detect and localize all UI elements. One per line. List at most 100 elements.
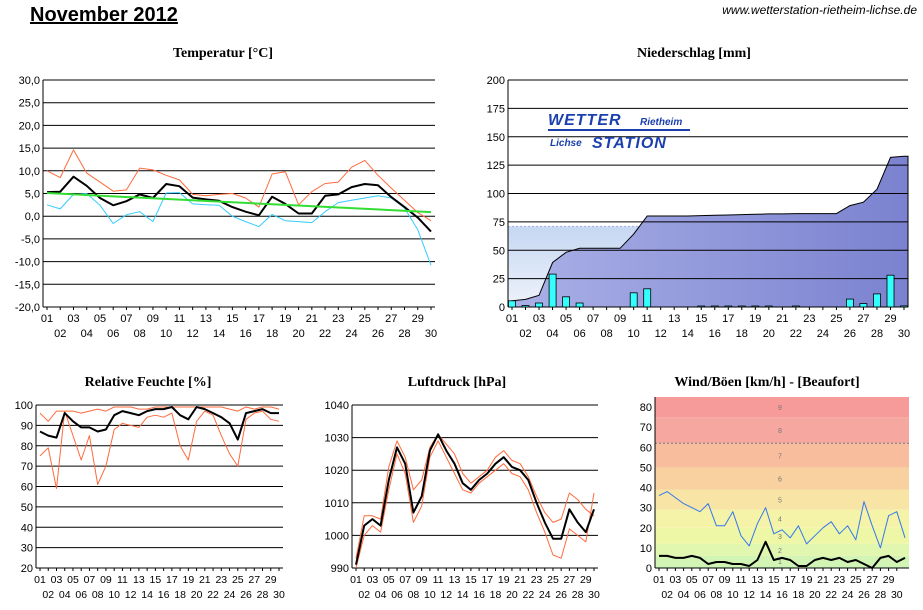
logo-word-station: STATION: [592, 135, 667, 152]
humidity-x-tick-label: 24: [224, 589, 236, 601]
page-title: November 2012: [30, 4, 178, 26]
precipitation-daily-bar: [886, 274, 895, 308]
pressure-x-tick-label: 18: [490, 589, 502, 601]
logo-place-1: Rietheim: [640, 117, 682, 128]
precipitation-y-tick-label: 200: [487, 75, 505, 87]
humidity-x-tick-label: 12: [125, 589, 137, 601]
wind-x-tick-label: 30: [891, 589, 903, 601]
pressure-min-line: [355, 440, 595, 569]
precipitation-daily-bar: [737, 305, 746, 308]
pressure-chart-title: Luftdruck [hPa]: [408, 375, 506, 390]
precipitation-x-tick-label: 23: [803, 313, 815, 325]
precipitation-x-tick-label: 17: [722, 313, 734, 325]
pressure-x-tick-label: 06: [391, 589, 403, 601]
pressure-x-tick-label: 26: [555, 589, 567, 601]
temperature-y-tick-label: -20,0: [15, 302, 40, 314]
humidity-x-tick-label: 06: [75, 589, 87, 601]
humidity-y-tick-label: 20: [21, 563, 33, 575]
wind-beaufort-band: [655, 509, 909, 528]
wind-speed-line: [659, 540, 906, 569]
precipitation-x-tick-label: 16: [709, 328, 721, 340]
pressure-x-tick-label: 01: [350, 574, 362, 586]
temperature-x-tick-label: 17: [253, 313, 265, 325]
pressure-x-tick-label: 29: [580, 574, 592, 586]
wind-beaufort-band: [655, 565, 909, 568]
pressure-y-tick-label: 1010: [325, 498, 349, 510]
pressure-x-tick-label: 14: [457, 589, 469, 601]
temperature-y-tick-label: -15,0: [15, 279, 40, 291]
temperature-trend-line: [46, 192, 432, 214]
pressure-x-tick-label: 07: [399, 574, 411, 586]
pressure-y-tick-label: 990: [331, 563, 349, 575]
humidity-y-tick-label: 60: [21, 482, 33, 494]
humidity-max-line: [39, 406, 280, 422]
wind-x-tick-label: 19: [801, 574, 813, 586]
pressure-y-tick-label: 1030: [325, 433, 349, 445]
humidity-x-tick-label: 16: [158, 589, 170, 601]
humidity-x-tick-label: 15: [150, 574, 162, 586]
pressure-x-tick-label: 30: [588, 589, 600, 601]
humidity-chart-title: Relative Feuchte [%]: [85, 375, 212, 390]
temperature-x-tick-label: 10: [160, 328, 172, 340]
humidity-x-tick-label: 26: [240, 589, 252, 601]
temperature-x-tick-label: 11: [174, 313, 185, 325]
humidity-x-tick-label: 30: [273, 589, 285, 601]
wind-y-tick-label: 70: [640, 422, 652, 434]
wind-x-tick-label: 24: [842, 589, 854, 601]
precipitation-x-tick-label: 02: [519, 328, 531, 340]
precipitation-daily-bar: [873, 293, 881, 308]
temperature-y-tick-label: 15,0: [19, 143, 40, 155]
wind-beaufort-band: [655, 397, 909, 418]
humidity-x-tick-label: 25: [232, 574, 244, 586]
temperature-x-tick-label: 02: [54, 328, 66, 340]
precipitation-y-tick-label: 75: [493, 217, 505, 229]
wind-x-tick-label: 12: [743, 589, 755, 601]
wind-y-tick-label: 40: [640, 483, 652, 495]
precipitation-x-tick-label: 26: [844, 328, 856, 340]
humidity-x-tick-label: 23: [215, 574, 227, 586]
wind-beaufort-label: 4: [778, 517, 782, 524]
precipitation-y-tick-label: 125: [487, 160, 505, 172]
wind-x-tick-label: 29: [883, 574, 895, 586]
wind-x-tick-label: 03: [670, 574, 682, 586]
wind-y-tick-label: 10: [640, 543, 652, 555]
temperature-x-tick-label: 23: [332, 313, 344, 325]
humidity-x-tick-label: 11: [117, 574, 128, 586]
humidity-x-tick-label: 19: [183, 574, 195, 586]
temperature-x-tick-label: 09: [147, 313, 159, 325]
wind-x-tick-label: 28: [875, 589, 887, 601]
pressure-x-tick-label: 02: [358, 589, 370, 601]
temperature-x-tick-label: 16: [239, 328, 251, 340]
precipitation-x-tick-label: 06: [573, 328, 585, 340]
temperature-mean-line: [46, 175, 432, 233]
wind-x-tick-label: 27: [866, 574, 878, 586]
pressure-x-tick-label: 22: [523, 589, 535, 601]
pressure-x-tick-label: 16: [473, 589, 485, 601]
temperature-x-tick-label: 19: [279, 313, 291, 325]
humidity-x-tick-label: 04: [59, 589, 71, 601]
humidity-mean-line: [39, 406, 279, 441]
temperature-x-tick-label: 26: [372, 328, 384, 340]
wind-x-tick-label: 18: [793, 589, 805, 601]
wind-beaufort-label: 3: [778, 534, 782, 541]
wind-beaufort-label: 9: [778, 405, 782, 412]
pressure-x-tick-label: 11: [433, 574, 444, 586]
wind-x-tick-label: 13: [752, 574, 764, 586]
wind-beaufort-band: [655, 443, 909, 468]
marks-layer: Temperatur [°C] 30,0 25,0 20,0 15,0 10,0 5,0 0,…: [15, 46, 910, 601]
precipitation-x-tick-label: 15: [695, 313, 707, 325]
background-layer: [36, 79, 909, 569]
humidity-x-tick-label: 13: [133, 574, 145, 586]
wind-y-tick-label: 80: [640, 402, 652, 414]
precipitation-x-tick-label: 22: [790, 328, 802, 340]
precipitation-y-tick-label: 175: [487, 103, 505, 115]
precipitation-x-tick-label: 10: [628, 328, 640, 340]
precipitation-daily-bar: [629, 292, 638, 308]
site-url[interactable]: www.wetterstation-rietheim-lichse.de: [722, 3, 917, 17]
humidity-x-tick-label: 05: [67, 574, 79, 586]
wind-beaufort-label: 1: [778, 559, 782, 566]
precipitation-y-tick-label: 25: [493, 274, 505, 286]
pressure-y-tick-label: 1000: [325, 530, 349, 542]
temperature-x-tick-label: 20: [292, 328, 304, 340]
